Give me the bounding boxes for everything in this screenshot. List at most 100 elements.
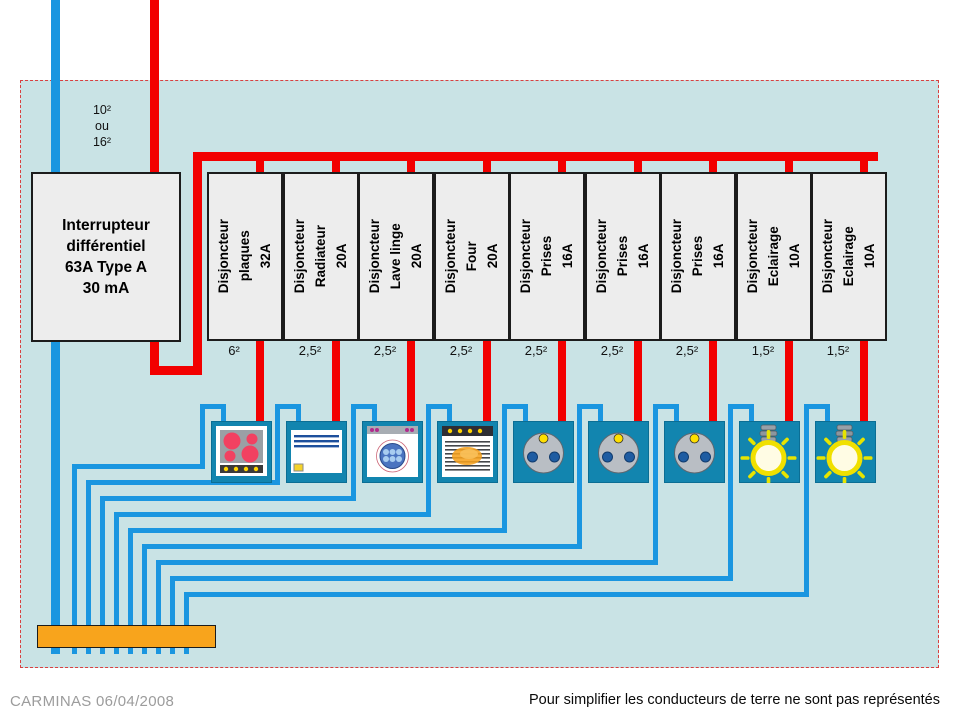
breaker-box-6: Disjoncteur Prises 16A [585, 172, 661, 341]
breaker-label: Disjoncteur Prises 16A [593, 219, 651, 294]
neutral-hook-top [728, 404, 754, 409]
neutral-riser [100, 496, 105, 654]
live-feed-riser [193, 152, 202, 375]
socket-icon [664, 421, 725, 483]
live-drop [332, 340, 340, 424]
neutral-hook-right [749, 404, 754, 423]
gauge-label: 2,5² [524, 343, 548, 358]
neutral-hook-left [351, 404, 356, 501]
neutral-hook-right [372, 404, 377, 423]
live-stub [256, 152, 264, 173]
neutral-riser [114, 512, 119, 654]
neutral-riser [184, 592, 189, 654]
oven-icon [437, 421, 498, 483]
neutral-hook-left [728, 404, 733, 581]
gauge-label: 6² [228, 343, 240, 358]
live-drop [256, 340, 264, 424]
breaker-box-9: Disjoncteur Eclairage 10A [811, 172, 887, 341]
live-stub [483, 152, 491, 173]
light-icon [815, 421, 876, 486]
neutral-hook-right [674, 404, 679, 423]
neutral-busbar [37, 625, 216, 648]
neutral-riser [72, 464, 77, 654]
neutral-run [114, 512, 431, 517]
live-distribution-bus [193, 152, 878, 161]
neutral-hook-right [221, 404, 226, 423]
radiator-icon [286, 421, 347, 483]
neutral-hook-left [804, 404, 809, 597]
neutral-hook-left [502, 404, 507, 533]
live-drop [709, 340, 717, 424]
neutral-hook-left [653, 404, 658, 565]
neutral-hook-top [502, 404, 528, 409]
live-drop [634, 340, 642, 424]
neutral-run [156, 560, 658, 565]
gauge-label: 1,5² [826, 343, 850, 358]
breaker-box-5: Disjoncteur Prises 16A [509, 172, 585, 341]
neutral-hook-left [200, 404, 205, 469]
breaker-box-8: Disjoncteur Eclairage 10A [736, 172, 812, 341]
gauge-label: 2,5² [373, 343, 397, 358]
neutral-hook-top [653, 404, 679, 409]
neutral-run [86, 480, 280, 485]
live-stub [332, 152, 340, 173]
live-feed-elbow [150, 366, 202, 375]
neutral-hook-left [577, 404, 582, 549]
cooktop-icon [211, 421, 272, 483]
neutral-hook-right [523, 404, 528, 423]
breaker-label: Disjoncteur Prises 16A [668, 219, 726, 294]
supply-wire-gauge-label: 10² ou 16² [92, 103, 112, 149]
neutral-hook-top [275, 404, 301, 409]
live-stub [558, 152, 566, 173]
live-drop [558, 340, 566, 424]
breaker-box-2: Disjoncteur Radiateur 20A [283, 172, 359, 341]
neutral-hook-left [275, 404, 280, 485]
neutral-hook-left [426, 404, 431, 517]
live-drop [483, 340, 491, 424]
breaker-label: Disjoncteur Eclairage 10A [744, 219, 802, 294]
neutral-hook-right [598, 404, 603, 423]
breaker-label: Disjoncteur Lave linge 20A [366, 219, 424, 294]
neutral-hook-top [804, 404, 830, 409]
main-differential-switch: Interrupteur différentiel 63A Type A 30 … [31, 172, 181, 342]
live-stub [860, 152, 868, 173]
gauge-label: 2,5² [449, 343, 473, 358]
live-stub [407, 152, 415, 173]
gauge-label: 2,5² [600, 343, 624, 358]
gauge-label: 1,5² [751, 343, 775, 358]
neutral-run [100, 496, 356, 501]
breaker-box-1: Disjoncteur plaques 32A [207, 172, 283, 341]
breaker-label: Disjoncteur plaques 32A [215, 219, 273, 294]
socket-icon [513, 421, 574, 483]
live-drop [860, 340, 868, 424]
socket-icon [588, 421, 649, 483]
neutral-riser [142, 544, 147, 654]
breaker-label: Disjoncteur Eclairage 10A [819, 219, 877, 294]
breaker-label: Disjoncteur Four 20A [442, 219, 500, 294]
neutral-hook-top [577, 404, 603, 409]
light-icon [739, 421, 800, 486]
neutral-run [142, 544, 582, 549]
neutral-riser [170, 576, 175, 654]
neutral-hook-right [296, 404, 301, 423]
live-drop [785, 340, 793, 424]
neutral-hook-right [825, 404, 830, 423]
neutral-run [170, 576, 733, 581]
breaker-label: Disjoncteur Radiateur 20A [291, 219, 349, 294]
breaker-label: Disjoncteur Prises 16A [517, 219, 575, 294]
neutral-run [184, 592, 809, 597]
breaker-box-3: Disjoncteur Lave linge 20A [358, 172, 434, 341]
live-stub [785, 152, 793, 173]
washer-icon [362, 421, 423, 483]
gauge-label: 2,5² [675, 343, 699, 358]
neutral-hook-right [447, 404, 452, 423]
live-stub [709, 152, 717, 173]
neutral-riser [128, 528, 133, 654]
main-differential-switch-label: Interrupteur différentiel 63A Type A 30 … [62, 217, 150, 297]
live-stub [634, 152, 642, 173]
breaker-box-4: Disjoncteur Four 20A [434, 172, 510, 341]
neutral-run [128, 528, 507, 533]
neutral-hook-top [426, 404, 452, 409]
neutral-hook-top [351, 404, 377, 409]
